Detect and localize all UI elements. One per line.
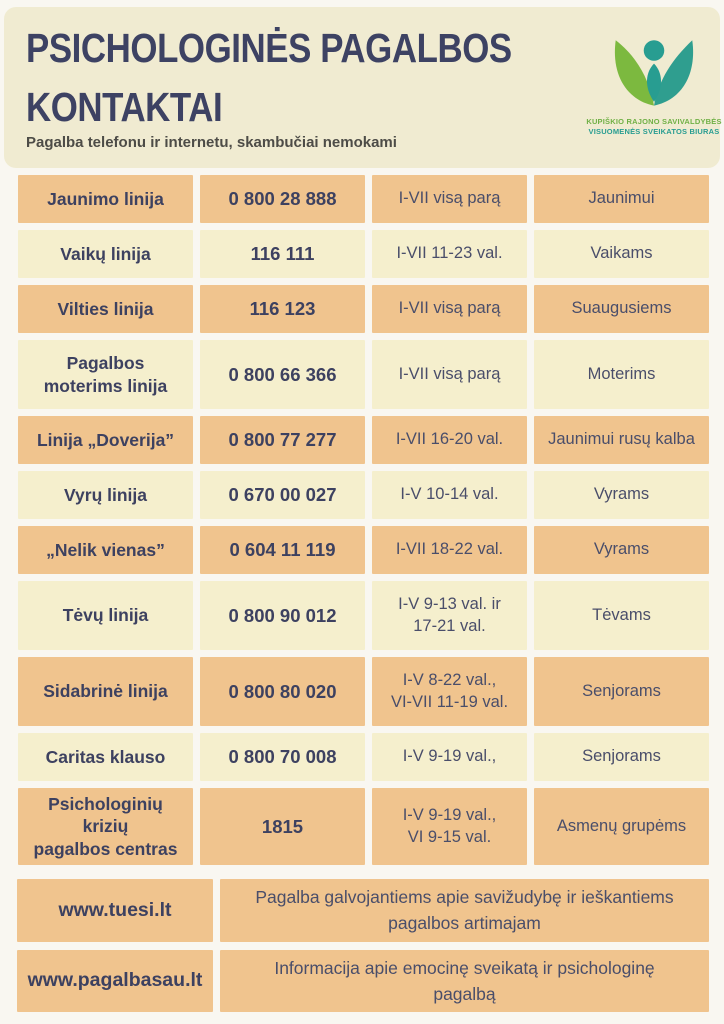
contacts-table: Jaunimo linija 0 800 28 888 I-VII visą p…	[18, 175, 709, 872]
helpline-phone-cell: 0 800 90 012	[200, 581, 365, 650]
page-title: PSICHOLOGINĖS PAGALBOS KONTAKTAI	[26, 25, 512, 130]
org-logo: KUPIŠKIO RAJONO SAVIVALDYBĖS VISUOMENĖS …	[574, 31, 724, 137]
helpline-audience-cell: Tėvams	[534, 581, 709, 650]
helpline-name-cell: Linija „Doverija”	[18, 416, 193, 464]
helpline-phone-cell: 116 111	[200, 230, 365, 278]
helpline-phone-cell: 0 800 28 888	[200, 175, 365, 223]
helpline-name-cell: Jaunimo linija	[18, 175, 193, 223]
helpline-name-cell: Vaikų linija	[18, 230, 193, 278]
table-row: Jaunimo linija 0 800 28 888 I-VII visą p…	[18, 175, 709, 223]
helpline-name-cell: Vyrų linija	[18, 471, 193, 519]
table-row: Pagalbos moterims linija 0 800 66 366 I-…	[18, 340, 709, 409]
links-section: www.tuesi.lt Pagalba galvojantiems apie …	[17, 879, 709, 1020]
table-row: Linija „Doverija” 0 800 77 277 I-VII 16-…	[18, 416, 709, 464]
helpline-name-cell: Vilties linija	[18, 285, 193, 333]
helpline-hours-cell: I-VII 18-22 val.	[372, 526, 527, 574]
helpline-audience-cell: Jaunimui rusų kalba	[534, 416, 709, 464]
header-band: PSICHOLOGINĖS PAGALBOS KONTAKTAI Pagalba…	[4, 7, 721, 168]
helpline-hours-cell: I-VII 11-23 val.	[372, 230, 527, 278]
org-name-line2: VISUOMENĖS SVEIKATOS BIURAS	[588, 127, 720, 136]
org-name-line1: KUPIŠKIO RAJONO SAVIVALDYBĖS	[586, 117, 722, 126]
table-row: Caritas klauso 0 800 70 008 I-V 9-19 val…	[18, 733, 709, 781]
helpline-name-cell: Caritas klauso	[18, 733, 193, 781]
helpline-audience-cell: Moterims	[534, 340, 709, 409]
table-row: Sidabrinė linija 0 800 80 020 I-V 8-22 v…	[18, 657, 709, 726]
helpline-hours-cell: I-V 8-22 val., VI-VII 11-19 val.	[372, 657, 527, 726]
helpline-name-cell: Psichologinių krizių pagalbos centras	[18, 788, 193, 866]
helpline-audience-cell: Senjorams	[534, 657, 709, 726]
table-row: „Nelik vienas” 0 604 11 119 I-VII 18-22 …	[18, 526, 709, 574]
helpline-phone-cell: 116 123	[200, 285, 365, 333]
leaf-person-logo-icon	[574, 31, 724, 113]
helpline-hours-cell: I-VII 16-20 val.	[372, 416, 527, 464]
helpline-name-cell: Sidabrinė linija	[18, 657, 193, 726]
table-row: Vyrų linija 0 670 00 027 I-V 10-14 val. …	[18, 471, 709, 519]
helpline-hours-cell: I-VII visą parą	[372, 285, 527, 333]
helpline-phone-cell: 0 604 11 119	[200, 526, 365, 574]
website-url[interactable]: www.tuesi.lt	[17, 879, 213, 942]
helpline-hours-cell: I-V 10-14 val.	[372, 471, 527, 519]
table-row: Psichologinių krizių pagalbos centras 18…	[18, 788, 709, 866]
helpline-hours-cell: I-V 9-19 val.,	[372, 733, 527, 781]
link-row: www.pagalbasau.lt Informacija apie emoci…	[17, 949, 709, 1012]
helpline-audience-cell: Vaikams	[534, 230, 709, 278]
helpline-hours-cell: I-VII visą parą	[372, 340, 527, 409]
helpline-name-cell: „Nelik vienas”	[18, 526, 193, 574]
website-description: Informacija apie emocinę sveikatą ir psi…	[220, 949, 709, 1012]
helpline-hours-cell: I-VII visą parą	[372, 175, 527, 223]
link-row: www.tuesi.lt Pagalba galvojantiems apie …	[17, 879, 709, 942]
table-row: Tėvų linija 0 800 90 012 I-V 9-13 val. i…	[18, 581, 709, 650]
helpline-name-cell: Tėvų linija	[18, 581, 193, 650]
helpline-audience-cell: Jaunimui	[534, 175, 709, 223]
helpline-audience-cell: Senjorams	[534, 733, 709, 781]
helpline-phone-cell: 0 800 80 020	[200, 657, 365, 726]
helpline-audience-cell: Vyrams	[534, 471, 709, 519]
helpline-phone-cell: 0 800 66 366	[200, 340, 365, 409]
website-description: Pagalba galvojantiems apie savižudybę ir…	[220, 879, 709, 942]
page-subtitle: Pagalba telefonu ir internetu, skambučia…	[26, 134, 397, 151]
helpline-name-cell: Pagalbos moterims linija	[18, 340, 193, 409]
table-row: Vaikų linija 116 111 I-VII 11-23 val. Va…	[18, 230, 709, 278]
helpline-phone-cell: 0 800 70 008	[200, 733, 365, 781]
helpline-phone-cell: 0 800 77 277	[200, 416, 365, 464]
helpline-audience-cell: Suaugusiems	[534, 285, 709, 333]
helpline-audience-cell: Asmenų grupėms	[534, 788, 709, 866]
website-url[interactable]: www.pagalbasau.lt	[17, 949, 213, 1012]
table-row: Vilties linija 116 123 I-VII visą parą S…	[18, 285, 709, 333]
helpline-hours-cell: I-V 9-13 val. ir 17-21 val.	[372, 581, 527, 650]
helpline-hours-cell: I-V 9-19 val., VI 9-15 val.	[372, 788, 527, 866]
helpline-audience-cell: Vyrams	[534, 526, 709, 574]
helpline-phone-cell: 0 670 00 027	[200, 471, 365, 519]
helpline-phone-cell: 1815	[200, 788, 365, 866]
